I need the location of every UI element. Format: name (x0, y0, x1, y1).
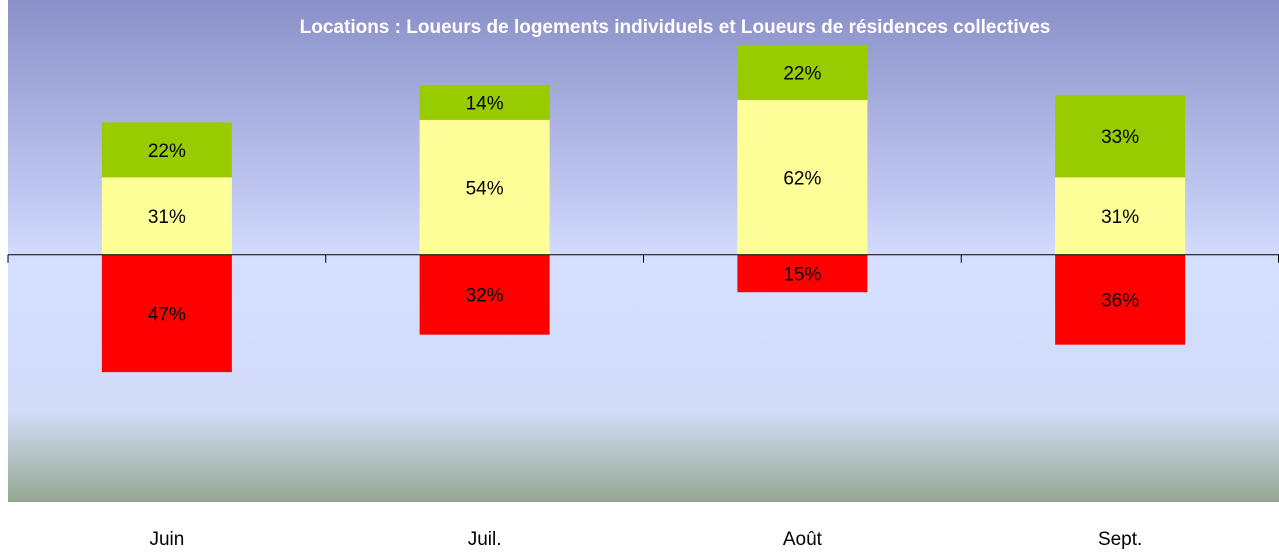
x-tick-label: Sept. (1098, 529, 1142, 550)
data-label: 31% (1101, 207, 1139, 228)
data-label: 31% (148, 207, 186, 228)
chart-title: Locations : Loueurs de logements individ… (300, 17, 1051, 38)
data-label: 15% (783, 264, 821, 285)
bar-segment (101, 254, 232, 373)
data-label: 22% (148, 141, 186, 162)
x-tick-label: Août (783, 529, 823, 550)
bar-segment (101, 122, 232, 178)
bar-segment (1055, 94, 1186, 178)
bar-segment (737, 254, 868, 293)
bar-segment (1055, 177, 1186, 255)
bar-segment (101, 177, 232, 255)
x-tick-label: Juin (149, 529, 184, 550)
data-label: 54% (466, 178, 504, 199)
data-label: 36% (1101, 291, 1139, 312)
data-label: 47% (148, 304, 186, 325)
data-label: 14% (466, 93, 504, 114)
data-label: 62% (783, 168, 821, 189)
bar-segment (737, 44, 868, 100)
data-label: 22% (783, 63, 821, 84)
bar-segment (419, 254, 550, 335)
bar-segment (419, 84, 550, 120)
bar-segment (1055, 254, 1186, 345)
data-label: 33% (1101, 127, 1139, 148)
x-tick-label: Juil. (468, 529, 502, 550)
bar-segment (419, 119, 550, 255)
bar-segment (737, 99, 868, 255)
data-label: 32% (466, 286, 504, 307)
